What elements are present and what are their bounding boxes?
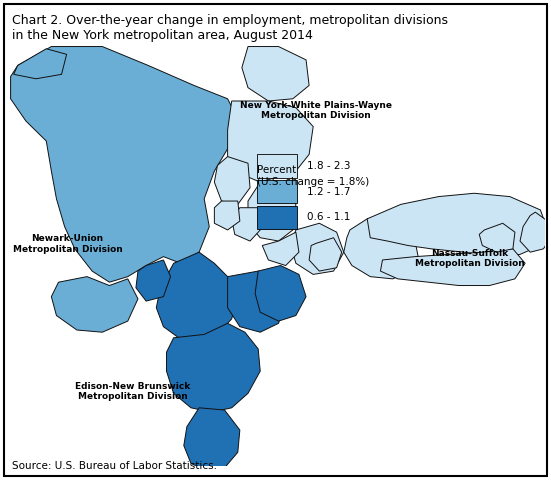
- Polygon shape: [136, 260, 171, 301]
- Polygon shape: [228, 101, 313, 182]
- Polygon shape: [262, 232, 299, 265]
- Text: Newark-Union
Metropolitan Division: Newark-Union Metropolitan Division: [13, 234, 122, 253]
- Text: 0.6 - 1.1: 0.6 - 1.1: [307, 213, 350, 222]
- Polygon shape: [231, 208, 260, 241]
- Polygon shape: [248, 182, 296, 241]
- Polygon shape: [380, 249, 525, 286]
- Polygon shape: [228, 271, 285, 332]
- Text: Source: U.S. Bureau of Labor Statistics.: Source: U.S. Bureau of Labor Statistics.: [12, 461, 217, 471]
- Polygon shape: [309, 238, 342, 271]
- Text: 1.8 - 2.3: 1.8 - 2.3: [307, 161, 350, 171]
- Polygon shape: [10, 47, 238, 282]
- Text: Percent
(U.S. change = 1.8%): Percent (U.S. change = 1.8%): [257, 165, 369, 187]
- Text: Nassau-Suffolk
Metropolitan Division: Nassau-Suffolk Metropolitan Division: [415, 249, 525, 268]
- Polygon shape: [520, 212, 550, 252]
- Text: Edison-New Brunswick
Metropolitan Division: Edison-New Brunswick Metropolitan Divisi…: [75, 382, 190, 401]
- Bar: [257, 180, 297, 204]
- Polygon shape: [214, 201, 240, 230]
- Polygon shape: [14, 49, 67, 79]
- Text: New York-White Plains-Wayne
Metropolitan Division: New York-White Plains-Wayne Metropolitan…: [240, 101, 392, 120]
- Polygon shape: [156, 252, 238, 341]
- Bar: [257, 206, 297, 229]
- Polygon shape: [214, 156, 250, 204]
- Bar: [257, 154, 297, 178]
- Polygon shape: [291, 223, 344, 275]
- Polygon shape: [344, 219, 418, 279]
- Polygon shape: [367, 193, 548, 257]
- Text: 1.2 - 1.7: 1.2 - 1.7: [307, 187, 350, 197]
- Polygon shape: [479, 223, 515, 252]
- Polygon shape: [184, 408, 240, 471]
- Polygon shape: [166, 324, 260, 412]
- Polygon shape: [51, 276, 138, 332]
- Text: Chart 2. Over-the-year change in employment, metropolitan divisions
in the New Y: Chart 2. Over-the-year change in employm…: [12, 14, 448, 42]
- Polygon shape: [255, 265, 306, 321]
- Polygon shape: [242, 47, 309, 101]
